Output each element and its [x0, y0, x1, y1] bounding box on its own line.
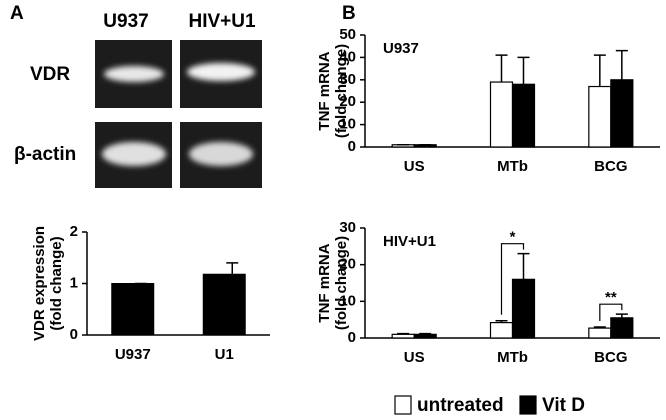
- gel-row-label: VDR: [30, 64, 70, 85]
- significance-bracket: [500, 243, 525, 315]
- y-tick-label: 1: [70, 274, 78, 291]
- error-bar: [615, 313, 628, 318]
- bar: [588, 327, 612, 339]
- x-tick-label: MTb: [497, 349, 528, 366]
- error-bar: [495, 320, 508, 323]
- y-tick-label: 30: [339, 219, 356, 236]
- y-tick-label: 30: [339, 71, 356, 88]
- y-tick-label: 50: [339, 26, 356, 43]
- bar: [489, 81, 514, 148]
- y-tick-label: 0: [70, 326, 78, 343]
- bar: [610, 317, 634, 339]
- error-bar: [397, 332, 410, 335]
- bar: [511, 83, 536, 148]
- error-bar: [495, 54, 508, 83]
- y-tick-label: 20: [339, 256, 356, 273]
- bar: [111, 283, 155, 336]
- panel-label: A: [10, 3, 24, 24]
- gel-image: [95, 40, 262, 188]
- x-tick-label: BCG: [594, 349, 627, 366]
- gel-row-label: β-actin: [14, 144, 76, 165]
- chart-text: HIV+U1: [383, 233, 436, 250]
- legend-swatch: [519, 395, 537, 415]
- y-tick-label: 20: [339, 93, 356, 110]
- bar: [610, 79, 634, 148]
- significance-bracket: [599, 303, 623, 321]
- annotation: **: [605, 289, 617, 306]
- y-axis-label: (fold change): [333, 44, 350, 138]
- y-tick-label: 0: [348, 138, 356, 155]
- y-tick-label: 40: [339, 48, 356, 65]
- error-bar: [517, 56, 530, 85]
- legend-swatch: [394, 395, 412, 415]
- y-axis-label: TNF mRNA: [316, 243, 333, 322]
- y-tick-label: 10: [339, 292, 356, 309]
- bar: [588, 85, 612, 148]
- bar: [391, 333, 415, 339]
- annotation: *: [510, 229, 516, 246]
- bar: [413, 333, 437, 339]
- chart-text: U937: [383, 40, 419, 57]
- x-tick-label: BCG: [594, 158, 627, 175]
- y-axis-label: (fold change): [333, 236, 350, 330]
- bar: [202, 273, 246, 336]
- y-tick-label: 2: [70, 223, 78, 240]
- error-bar: [593, 54, 606, 87]
- y-axis-label: VDR expression: [31, 226, 48, 341]
- error-bar: [419, 332, 432, 335]
- error-bar: [593, 326, 606, 329]
- error-bar: [517, 252, 530, 280]
- y-tick-label: 10: [339, 116, 356, 133]
- y-tick-label: 0: [348, 329, 356, 346]
- panel-label: B: [342, 3, 356, 24]
- y-axis-label: (fold change): [48, 236, 65, 330]
- x-tick-label: U1: [215, 346, 234, 363]
- x-tick-label: U937: [115, 346, 151, 363]
- x-tick-label: US: [404, 349, 425, 366]
- legend-label: Vit D: [542, 395, 585, 416]
- gel-column-label: HIV+U1: [188, 11, 255, 32]
- legend-label: untreated: [417, 395, 504, 416]
- x-tick-label: MTb: [497, 158, 528, 175]
- gel-column-label: U937: [103, 11, 148, 32]
- x-tick-label: US: [404, 158, 425, 175]
- bar: [511, 278, 536, 339]
- y-axis-label: TNF mRNA: [316, 51, 333, 130]
- error-bar: [615, 49, 628, 80]
- error-bar: [226, 262, 239, 275]
- bar: [489, 322, 514, 339]
